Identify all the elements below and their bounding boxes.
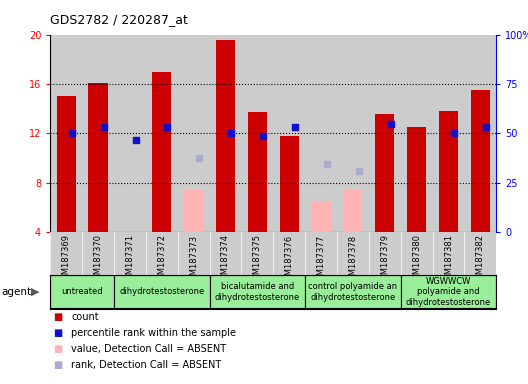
Bar	[401, 275, 496, 308]
Text: count: count	[71, 312, 99, 322]
Text: percentile rank within the sample: percentile rank within the sample	[71, 328, 237, 338]
Text: GDS2782 / 220287_at: GDS2782 / 220287_at	[50, 13, 188, 26]
Bar	[369, 232, 401, 275]
Bar	[56, 96, 76, 232]
Bar	[241, 35, 274, 232]
Bar	[241, 232, 274, 275]
Bar	[280, 136, 299, 232]
Bar	[152, 72, 171, 232]
Bar	[312, 202, 331, 232]
Text: ▶: ▶	[31, 287, 39, 297]
Bar	[407, 127, 426, 232]
Text: GSM187373: GSM187373	[189, 234, 198, 286]
Text: GSM187371: GSM187371	[125, 234, 134, 285]
Text: rank, Detection Call = ABSENT: rank, Detection Call = ABSENT	[71, 360, 222, 370]
Point	[482, 124, 491, 130]
Text: ■: ■	[53, 344, 62, 354]
Bar	[114, 275, 210, 308]
Bar	[210, 35, 241, 232]
Bar	[114, 35, 146, 232]
Text: ■: ■	[53, 328, 62, 338]
Bar	[210, 275, 305, 308]
Text: GSM187381: GSM187381	[444, 234, 453, 285]
Bar	[177, 35, 210, 232]
Bar	[305, 232, 337, 275]
Bar	[337, 35, 369, 232]
Point	[227, 131, 235, 137]
Text: GSM187378: GSM187378	[348, 234, 357, 286]
Point	[386, 121, 395, 127]
Point	[259, 133, 267, 139]
Point	[131, 137, 140, 143]
Text: GSM187376: GSM187376	[285, 234, 294, 286]
Bar	[432, 35, 465, 232]
Text: untreated: untreated	[61, 287, 103, 296]
Bar	[343, 189, 362, 232]
Text: GSM187382: GSM187382	[476, 234, 485, 285]
Text: bicalutamide and
dihydrotestosterone: bicalutamide and dihydrotestosterone	[215, 282, 300, 301]
Bar	[248, 113, 267, 232]
Point	[291, 124, 299, 130]
Bar	[216, 40, 235, 232]
Point	[195, 155, 203, 161]
Bar	[146, 35, 177, 232]
Bar	[50, 35, 82, 232]
Bar	[177, 232, 210, 275]
Bar	[82, 35, 114, 232]
Text: GSM187379: GSM187379	[380, 234, 389, 285]
Text: GSM187377: GSM187377	[317, 234, 326, 286]
Bar	[375, 114, 394, 232]
Bar	[114, 232, 146, 275]
Bar	[471, 90, 490, 232]
Bar	[305, 35, 337, 232]
Bar	[401, 232, 432, 275]
Bar	[465, 232, 496, 275]
Bar	[274, 35, 305, 232]
Bar	[274, 232, 305, 275]
Bar	[146, 232, 177, 275]
Bar	[50, 275, 114, 308]
Text: GSM187380: GSM187380	[412, 234, 421, 285]
Point	[99, 124, 108, 130]
Text: dihydrotestosterone: dihydrotestosterone	[119, 287, 204, 296]
Text: GSM187374: GSM187374	[221, 234, 230, 285]
Text: value, Detection Call = ABSENT: value, Detection Call = ABSENT	[71, 344, 227, 354]
Text: ■: ■	[53, 360, 62, 370]
Bar	[50, 232, 82, 275]
Bar	[305, 275, 401, 308]
Point	[354, 167, 363, 174]
Point	[163, 124, 172, 130]
Point	[450, 131, 458, 137]
Bar	[465, 35, 496, 232]
Bar	[401, 35, 432, 232]
Bar	[337, 232, 369, 275]
Bar	[88, 83, 108, 232]
Text: GSM187370: GSM187370	[93, 234, 102, 285]
Point	[323, 161, 331, 167]
Text: ■: ■	[53, 312, 62, 322]
Text: GSM187375: GSM187375	[253, 234, 262, 285]
Bar	[82, 232, 114, 275]
Text: control polyamide an
dihydrotestosterone: control polyamide an dihydrotestosterone	[308, 282, 398, 301]
Text: GSM187372: GSM187372	[157, 234, 166, 285]
Bar	[210, 232, 241, 275]
Bar	[432, 232, 465, 275]
Text: GSM187369: GSM187369	[62, 234, 71, 285]
Point	[68, 131, 76, 137]
Bar	[439, 111, 458, 232]
Bar	[184, 189, 203, 232]
Text: agent: agent	[1, 287, 31, 297]
Bar	[369, 35, 401, 232]
Text: WGWWCW
polyamide and
dihydrotestosterone: WGWWCW polyamide and dihydrotestosterone	[406, 277, 491, 307]
